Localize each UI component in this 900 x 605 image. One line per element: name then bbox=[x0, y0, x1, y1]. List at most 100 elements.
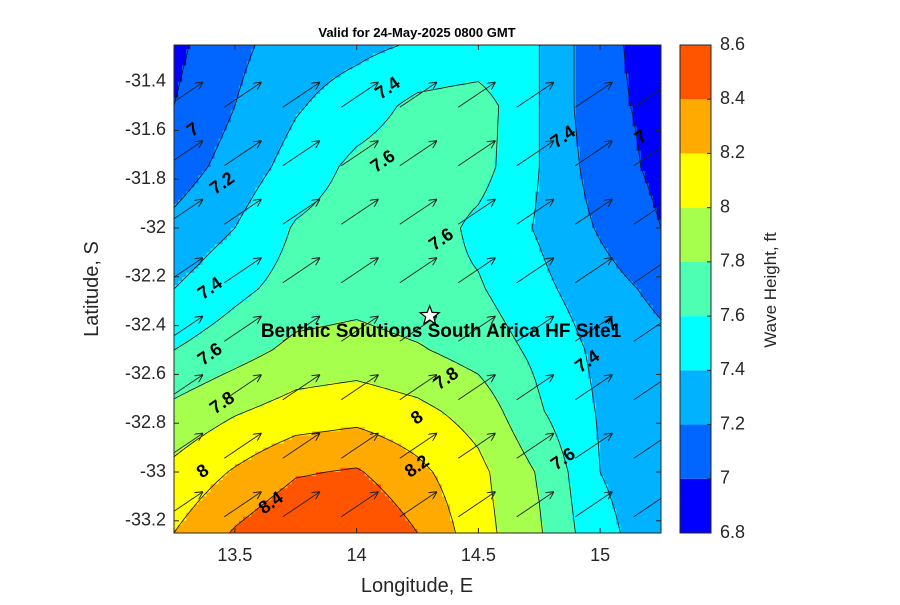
field-cell bbox=[612, 57, 617, 62]
field-cell bbox=[279, 57, 285, 62]
field-cell bbox=[616, 93, 622, 99]
field-cell bbox=[490, 65, 496, 70]
field-cell bbox=[433, 61, 439, 66]
field-cell bbox=[478, 167, 484, 172]
field-cell bbox=[518, 150, 524, 156]
field-cell bbox=[644, 89, 650, 95]
field-cell bbox=[575, 158, 581, 164]
field-cell bbox=[514, 199, 520, 205]
field-cell bbox=[307, 167, 313, 172]
field-cell bbox=[608, 73, 613, 79]
field-cell bbox=[579, 122, 585, 127]
field-cell bbox=[425, 45, 431, 50]
field-cell bbox=[311, 89, 317, 95]
field-cell bbox=[539, 77, 544, 83]
field-cell bbox=[567, 61, 573, 66]
field-cell bbox=[214, 114, 220, 119]
field-cell bbox=[604, 93, 609, 99]
field-cell bbox=[506, 195, 512, 201]
field-cell bbox=[433, 93, 439, 99]
field-cell bbox=[474, 146, 479, 152]
field-cell bbox=[393, 203, 398, 209]
field-cell bbox=[324, 142, 329, 148]
field-cell bbox=[587, 101, 593, 107]
field-cell bbox=[502, 158, 508, 164]
field-cell bbox=[311, 179, 317, 184]
field-cell bbox=[437, 45, 443, 50]
field-cell bbox=[198, 53, 204, 58]
field-cell bbox=[417, 195, 423, 201]
field-cell bbox=[433, 45, 439, 50]
field-cell bbox=[636, 106, 642, 111]
field-cell bbox=[234, 85, 240, 91]
field-cell bbox=[441, 187, 447, 192]
field-cell bbox=[295, 65, 301, 70]
field-cell bbox=[579, 57, 585, 62]
field-cell bbox=[608, 93, 613, 99]
field-cell bbox=[612, 85, 617, 91]
field-cell bbox=[405, 150, 410, 156]
field-cell bbox=[259, 150, 264, 156]
field-cell bbox=[364, 53, 370, 58]
field-cell bbox=[336, 97, 341, 103]
field-cell bbox=[178, 53, 183, 58]
field-cell bbox=[372, 49, 378, 54]
field-cell bbox=[352, 110, 358, 115]
field-cell bbox=[206, 126, 212, 131]
field-cell bbox=[413, 73, 419, 79]
field-cell bbox=[348, 167, 354, 172]
field-cell bbox=[486, 195, 492, 201]
field-cell bbox=[437, 77, 443, 83]
field-cell bbox=[230, 179, 236, 184]
field-cell bbox=[425, 57, 431, 62]
field-cell bbox=[454, 114, 459, 119]
field-cell bbox=[198, 97, 204, 103]
field-cell bbox=[344, 162, 350, 168]
field-cell bbox=[226, 97, 232, 103]
field-cell bbox=[198, 171, 204, 176]
field-cell bbox=[583, 53, 589, 58]
field-cell bbox=[279, 61, 285, 66]
field-cell bbox=[348, 199, 354, 205]
field-cell bbox=[368, 171, 374, 176]
field-cell bbox=[616, 122, 622, 127]
field-cell bbox=[385, 187, 390, 192]
field-cell bbox=[336, 167, 341, 172]
field-cell bbox=[393, 162, 398, 168]
field-cell bbox=[486, 146, 492, 152]
field-cell bbox=[604, 130, 609, 136]
field-cell bbox=[486, 49, 492, 54]
field-cell bbox=[551, 154, 557, 160]
field-cell bbox=[251, 162, 256, 168]
field-cell bbox=[437, 53, 443, 58]
field-cell bbox=[575, 142, 581, 148]
field-cell bbox=[600, 138, 605, 144]
field-cell bbox=[596, 69, 601, 75]
field-cell bbox=[393, 146, 398, 152]
field-cell bbox=[510, 134, 516, 140]
field-cell bbox=[458, 110, 463, 115]
field-cell bbox=[336, 195, 341, 201]
field-cell bbox=[242, 89, 248, 95]
field-cell bbox=[458, 65, 463, 70]
field-cell bbox=[624, 203, 630, 209]
field-cell bbox=[604, 191, 609, 197]
field-cell bbox=[592, 57, 597, 62]
field-cell bbox=[238, 199, 244, 205]
field-cell bbox=[385, 179, 390, 184]
field-cell bbox=[441, 199, 447, 205]
field-cell bbox=[279, 162, 285, 168]
field-cell bbox=[514, 146, 520, 152]
field-cell bbox=[397, 110, 402, 115]
field-cell bbox=[433, 126, 439, 131]
field-cell bbox=[466, 158, 471, 164]
field-cell bbox=[563, 45, 569, 50]
field-cell bbox=[575, 69, 581, 75]
field-cell bbox=[324, 110, 329, 115]
field-cell bbox=[234, 195, 240, 201]
field-cell bbox=[242, 65, 248, 70]
field-cell bbox=[429, 207, 435, 213]
field-cell bbox=[632, 183, 638, 188]
field-cell bbox=[466, 134, 471, 140]
field-cell bbox=[344, 73, 350, 79]
